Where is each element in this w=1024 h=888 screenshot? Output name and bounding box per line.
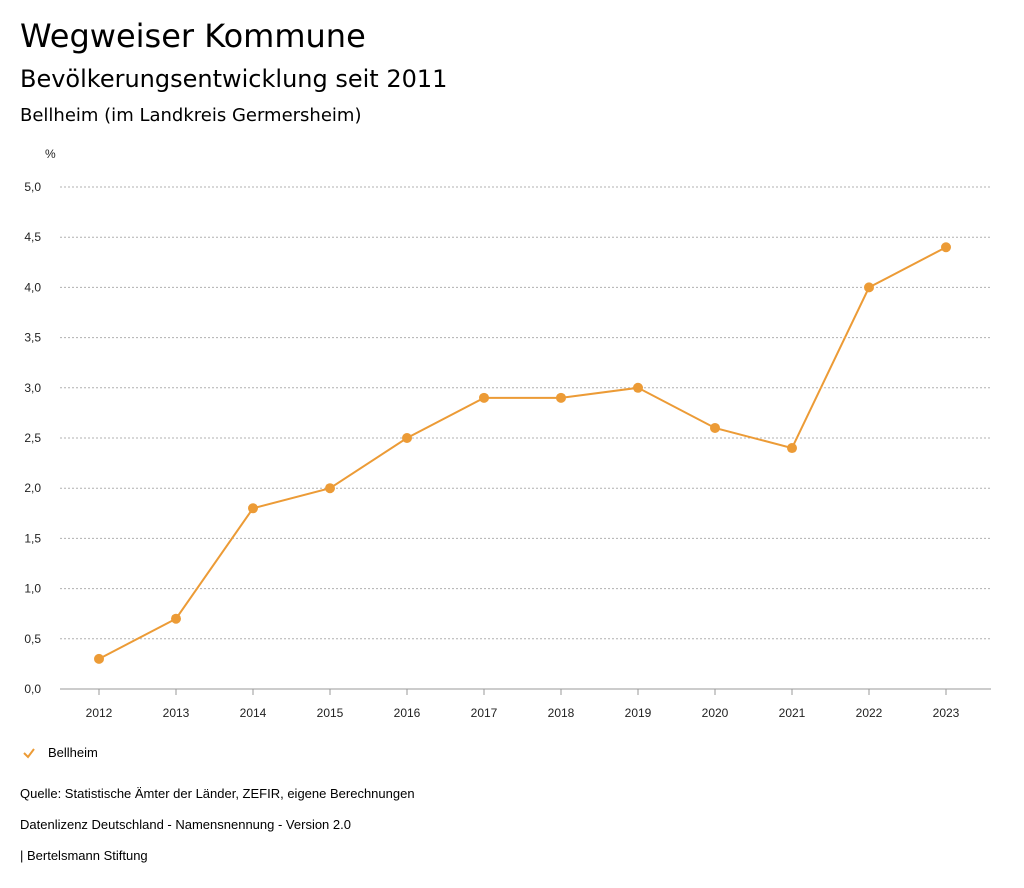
y-tick-label: 4,5	[24, 230, 41, 244]
x-tick-label: 2014	[240, 706, 267, 720]
x-tick-label: 2019	[625, 706, 652, 720]
y-tick-label: 4,0	[24, 280, 41, 294]
x-tick-label: 2016	[394, 706, 421, 720]
region-label: Bellheim (im Landkreis Germersheim)	[20, 105, 362, 126]
source-note: Quelle: Statistische Ämter der Länder, Z…	[20, 786, 415, 801]
x-tick-label: 2022	[856, 706, 883, 720]
data-point	[325, 483, 335, 494]
x-tick-label: 2013	[163, 706, 190, 720]
x-tick-label: 2020	[702, 706, 729, 720]
x-tick-label: 2021	[779, 706, 806, 720]
data-point	[556, 392, 566, 403]
x-tick-label: 2023	[933, 706, 960, 720]
checkmark-icon	[23, 747, 35, 759]
data-point	[94, 653, 104, 664]
license-note: Datenlizenz Deutschland - Namensnennung …	[20, 817, 351, 832]
y-tick-label: 0,5	[24, 632, 41, 646]
y-tick-label: 3,0	[24, 381, 41, 395]
data-point	[248, 503, 258, 514]
y-tick-label: 1,5	[24, 531, 41, 545]
x-tick-label: 2018	[548, 706, 575, 720]
y-unit-label: %	[45, 147, 56, 161]
data-point	[787, 443, 797, 454]
chart-subtitle: Bevölkerungsentwicklung seit 2011	[20, 65, 448, 93]
y-tick-label: 5,0	[24, 180, 41, 194]
x-tick-label: 2015	[317, 706, 344, 720]
data-point	[864, 282, 874, 293]
x-tick-label: 2012	[86, 706, 113, 720]
y-tick-label: 2,0	[24, 481, 41, 495]
y-tick-label: 0,0	[24, 682, 41, 696]
data-point	[633, 382, 643, 393]
series-line	[98, 246, 947, 660]
credit-note: | Bertelsmann Stiftung	[20, 848, 148, 863]
y-tick-label: 3,5	[24, 331, 41, 345]
x-tick-label: 2017	[471, 706, 498, 720]
data-point	[402, 433, 412, 443]
page-title: Wegweiser Kommune	[20, 17, 366, 55]
data-point	[710, 422, 720, 433]
data-point	[171, 613, 181, 624]
y-tick-label: 2,5	[24, 431, 41, 445]
data-point	[479, 392, 489, 403]
data-point	[941, 242, 951, 253]
line-chart: % 0,0 0,5 1,0 1,5 2,0 2,5 3,0 3,5 4,0 4,5 5,0 2012 20…	[24, 147, 991, 720]
y-tick-label: 1,0	[24, 582, 41, 596]
legend-label: Bellheim	[48, 745, 98, 760]
legend[interactable]: Bellheim	[22, 745, 98, 760]
